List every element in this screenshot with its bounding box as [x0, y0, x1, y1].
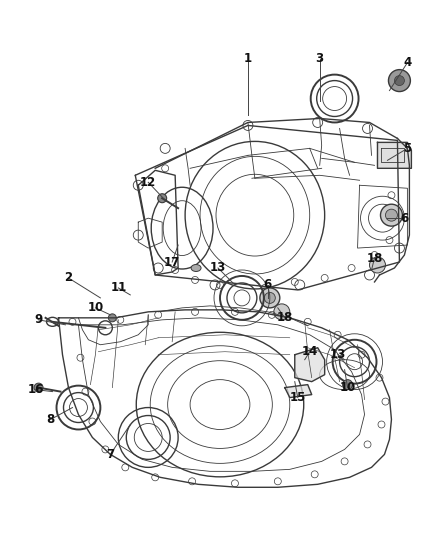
- Text: 3: 3: [316, 52, 324, 65]
- Text: 16: 16: [28, 383, 44, 396]
- Text: 15: 15: [290, 391, 306, 404]
- Polygon shape: [295, 348, 325, 382]
- Text: 7: 7: [106, 448, 114, 461]
- Circle shape: [265, 293, 276, 303]
- Circle shape: [370, 257, 385, 273]
- Text: 18: 18: [366, 252, 383, 264]
- Text: 17: 17: [164, 255, 180, 269]
- Text: 10: 10: [339, 381, 356, 394]
- Text: 6: 6: [264, 278, 272, 292]
- Text: 13: 13: [210, 262, 226, 274]
- Text: 6: 6: [400, 212, 409, 224]
- Text: 2: 2: [64, 271, 73, 285]
- Circle shape: [381, 204, 403, 226]
- Text: 14: 14: [301, 345, 318, 358]
- Circle shape: [108, 314, 117, 322]
- Text: 8: 8: [46, 413, 55, 426]
- Text: 10: 10: [87, 301, 103, 314]
- Text: 12: 12: [140, 176, 156, 189]
- Text: 4: 4: [403, 56, 412, 69]
- Circle shape: [395, 76, 404, 86]
- Text: 5: 5: [403, 142, 412, 155]
- Circle shape: [385, 209, 397, 221]
- Circle shape: [260, 288, 280, 308]
- Text: 1: 1: [244, 52, 252, 65]
- Circle shape: [34, 383, 43, 392]
- Text: 18: 18: [277, 311, 293, 325]
- Ellipse shape: [191, 264, 201, 271]
- Circle shape: [343, 379, 353, 390]
- Circle shape: [274, 304, 290, 320]
- Polygon shape: [378, 142, 411, 168]
- Text: 11: 11: [110, 281, 127, 294]
- Text: 9: 9: [35, 313, 42, 326]
- Circle shape: [158, 193, 167, 203]
- Circle shape: [389, 70, 410, 92]
- Polygon shape: [285, 385, 312, 398]
- Text: 13: 13: [329, 348, 346, 361]
